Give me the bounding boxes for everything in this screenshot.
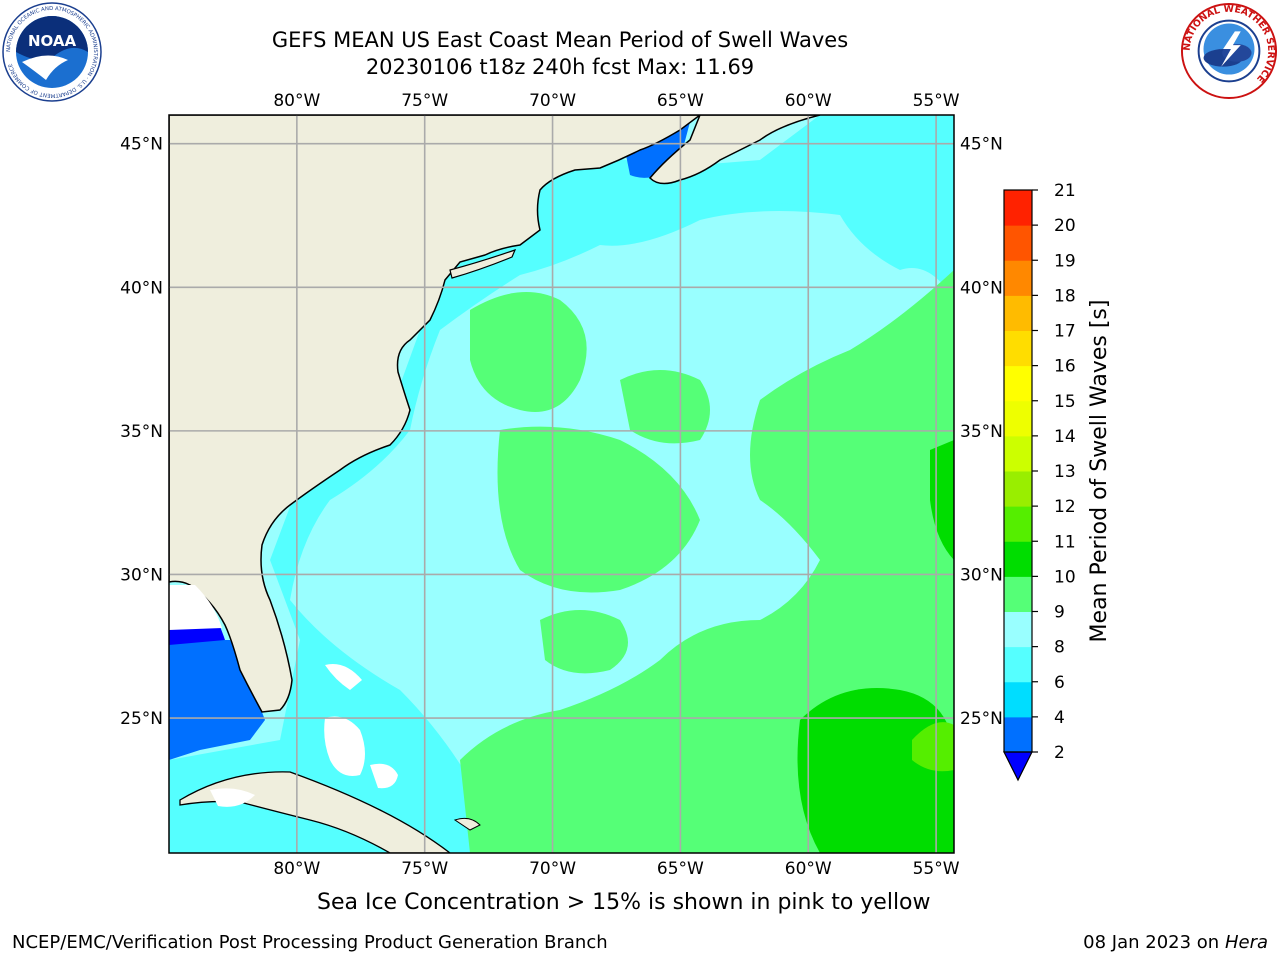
colorbar-tick-label: 11: [1054, 532, 1076, 552]
colorbar-tick-label: 6: [1054, 673, 1065, 693]
noaa-logo-text: NOAA: [28, 32, 77, 50]
lat-label-left: 35°N: [120, 422, 163, 442]
colorbar-tick-label: 9: [1054, 603, 1065, 623]
colorbar-tick-label: 19: [1054, 251, 1076, 271]
sea-ice-note: Sea Ice Concentration > 15% is shown in …: [317, 890, 931, 915]
lat-label-right: 25°N: [960, 709, 1003, 729]
no-data-gulf-coast: [169, 585, 222, 630]
lon-label-bottom: 70°W: [529, 859, 576, 879]
colorbar-label: Mean Period of Swell Waves [s]: [1087, 300, 1112, 643]
colorbar-segment: [1004, 471, 1032, 507]
colorbar-tick-label: 13: [1054, 462, 1076, 482]
colorbar-segment: [1004, 365, 1032, 402]
swell-band-6-8s: [169, 115, 954, 853]
colorbar-segment: [1004, 541, 1032, 577]
graticule: [169, 115, 954, 853]
colorbar-segment: [1004, 646, 1032, 683]
colorbar-tick-label: 18: [1054, 286, 1076, 306]
lat-label-left: 30°N: [120, 565, 163, 585]
lon-label-top: 60°W: [785, 91, 832, 111]
swell-band-10-11s: [797, 688, 954, 853]
colorbar-tick-label: 10: [1054, 567, 1076, 587]
lat-label-right: 35°N: [960, 422, 1003, 442]
footer-host: Hera: [1224, 932, 1268, 953]
land-north-america: [169, 115, 702, 713]
swell-band-9-10s-a: [470, 292, 587, 412]
chart-subtitle: 20230106 t18z 240h fcst Max: 11.69: [365, 55, 755, 79]
colorbar-segment: [1004, 435, 1032, 472]
land-nova-scotia: [648, 115, 821, 185]
land-islands: [453, 817, 481, 831]
colorbar-segment: [1004, 506, 1032, 542]
land-long-island: [449, 248, 517, 279]
colorbar-tick-label: 15: [1054, 392, 1076, 412]
footer-date: 08 Jan 2023 on Hera: [1083, 932, 1268, 953]
lon-label-bottom: 75°W: [401, 859, 448, 879]
noaa-logo-icon: NOAA NATIONAL OCEANIC AND ATMOSPHERIC AD…: [2, 2, 102, 102]
lat-label-left: 45°N: [120, 135, 163, 155]
lon-label-bottom: 80°W: [273, 859, 320, 879]
no-data-bahamas-south: [370, 763, 398, 789]
nws-logo-icon: NATIONAL WEATHER SERVICE: [1180, 2, 1278, 100]
colorbar-segment: [1004, 576, 1032, 612]
colorbar-segment: [1004, 295, 1032, 331]
colorbar-tick-label: 21: [1054, 181, 1076, 201]
colorbar: 2 4 6 8 9 10 11 12 13 14 15 16 17 18 19 20 21 Mean Period…: [1003, 181, 1112, 782]
swell-band-9-10s-b: [497, 426, 700, 593]
colorbar-segment: [1004, 225, 1032, 261]
no-data-bahamas-great-bank: [324, 716, 365, 776]
colorbar-segment: [1004, 400, 1032, 437]
footer-credit: NCEP/EMC/Verification Post Processing Pr…: [12, 932, 608, 953]
colorbar-tick-label: 8: [1054, 638, 1065, 658]
lat-label-left: 25°N: [120, 709, 163, 729]
axis-labels: 80°W 80°W 75°W 75°W 70°W 70°W 65°W 65°W 60°W 60°W…: [120, 91, 1003, 879]
footer-date-text: 08 Jan 2023 on: [1083, 932, 1220, 953]
lon-label-top: 55°W: [913, 91, 960, 111]
colorbar-segment: [1004, 716, 1032, 753]
chart-title: GEFS MEAN US East Coast Mean Period of S…: [271, 28, 849, 52]
swell-band-9-10s-c: [620, 370, 710, 444]
lat-label-left: 40°N: [120, 278, 163, 298]
swell-band-11-12s: [912, 722, 954, 772]
lat-label-right: 45°N: [960, 135, 1003, 155]
colorbar-tick-label: 14: [1054, 427, 1076, 447]
no-data-little-bahama-bank: [325, 664, 362, 690]
colorbar-tick-label: 16: [1054, 357, 1076, 377]
lat-label-right: 40°N: [960, 278, 1003, 298]
colorbar-segment: [1004, 190, 1032, 226]
lon-label-bottom: 55°W: [913, 859, 960, 879]
lon-label-top: 75°W: [401, 91, 448, 111]
swell-band-9-10s-d: [540, 610, 628, 674]
lat-label-right: 30°N: [960, 565, 1003, 585]
colorbar-extend-triangle: [1003, 751, 1033, 782]
colorbar-tick-label: 20: [1054, 216, 1076, 236]
colorbar-segment: [1004, 681, 1032, 718]
lon-label-top: 80°W: [273, 91, 320, 111]
map-frame: [168, 114, 955, 854]
colorbar-tick-label: 12: [1054, 497, 1076, 517]
no-data-cuba-coast: [210, 788, 255, 807]
lon-label-bottom: 60°W: [785, 859, 832, 879]
lon-label-top: 65°W: [657, 91, 704, 111]
colorbar-tick-label: 17: [1054, 322, 1076, 342]
colorbar-tick-label: 4: [1054, 708, 1065, 728]
lon-label-bottom: 65°W: [657, 859, 704, 879]
lon-label-top: 70°W: [529, 91, 576, 111]
colorbar-tick-label: 2: [1054, 743, 1065, 763]
colorbar-segment: [1004, 260, 1032, 296]
colorbar-segment: [1004, 330, 1032, 367]
colorbar-segment: [1004, 611, 1032, 648]
